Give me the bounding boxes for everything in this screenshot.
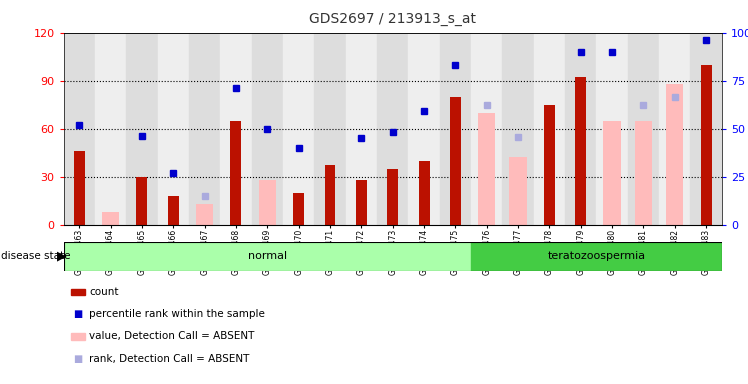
Bar: [628, 33, 659, 225]
Bar: [575, 78, 586, 225]
Bar: [356, 180, 367, 225]
Bar: [64, 33, 95, 225]
Text: ▶: ▶: [57, 250, 67, 263]
Bar: [136, 177, 147, 225]
Text: value, Detection Call = ABSENT: value, Detection Call = ABSENT: [89, 331, 254, 341]
Text: GDS2697 / 213913_s_at: GDS2697 / 213913_s_at: [309, 12, 476, 25]
Bar: [221, 33, 251, 225]
Bar: [230, 121, 242, 225]
Bar: [471, 242, 722, 271]
Bar: [168, 196, 179, 225]
Text: teratozoospermia: teratozoospermia: [548, 251, 646, 262]
Bar: [690, 33, 722, 225]
Bar: [544, 105, 555, 225]
Bar: [158, 33, 189, 225]
Text: ■: ■: [73, 309, 83, 319]
Bar: [314, 33, 346, 225]
Bar: [377, 33, 408, 225]
Bar: [534, 33, 565, 225]
Text: percentile rank within the sample: percentile rank within the sample: [89, 309, 265, 319]
Bar: [251, 33, 283, 225]
Bar: [196, 204, 213, 225]
Bar: [471, 33, 503, 225]
Bar: [126, 33, 158, 225]
Text: disease state: disease state: [1, 251, 71, 262]
Bar: [701, 65, 711, 225]
Bar: [596, 33, 628, 225]
Bar: [189, 33, 221, 225]
Bar: [408, 33, 440, 225]
Bar: [440, 33, 471, 225]
Bar: [95, 33, 126, 225]
Bar: [102, 212, 119, 225]
Bar: [659, 33, 690, 225]
Bar: [635, 121, 652, 225]
Bar: [666, 84, 684, 225]
Text: count: count: [89, 287, 118, 297]
Bar: [509, 157, 527, 225]
Bar: [478, 113, 495, 225]
Bar: [387, 169, 398, 225]
Bar: [74, 151, 85, 225]
Text: normal: normal: [248, 251, 287, 262]
Text: rank, Detection Call = ABSENT: rank, Detection Call = ABSENT: [89, 354, 249, 364]
Bar: [450, 97, 461, 225]
Bar: [346, 33, 377, 225]
Bar: [325, 166, 336, 225]
Bar: [503, 33, 534, 225]
Bar: [419, 161, 429, 225]
Bar: [565, 33, 596, 225]
Bar: [604, 121, 621, 225]
Bar: [293, 193, 304, 225]
Bar: [259, 180, 276, 225]
Text: ■: ■: [73, 354, 83, 364]
Bar: [64, 242, 471, 271]
Bar: [283, 33, 314, 225]
